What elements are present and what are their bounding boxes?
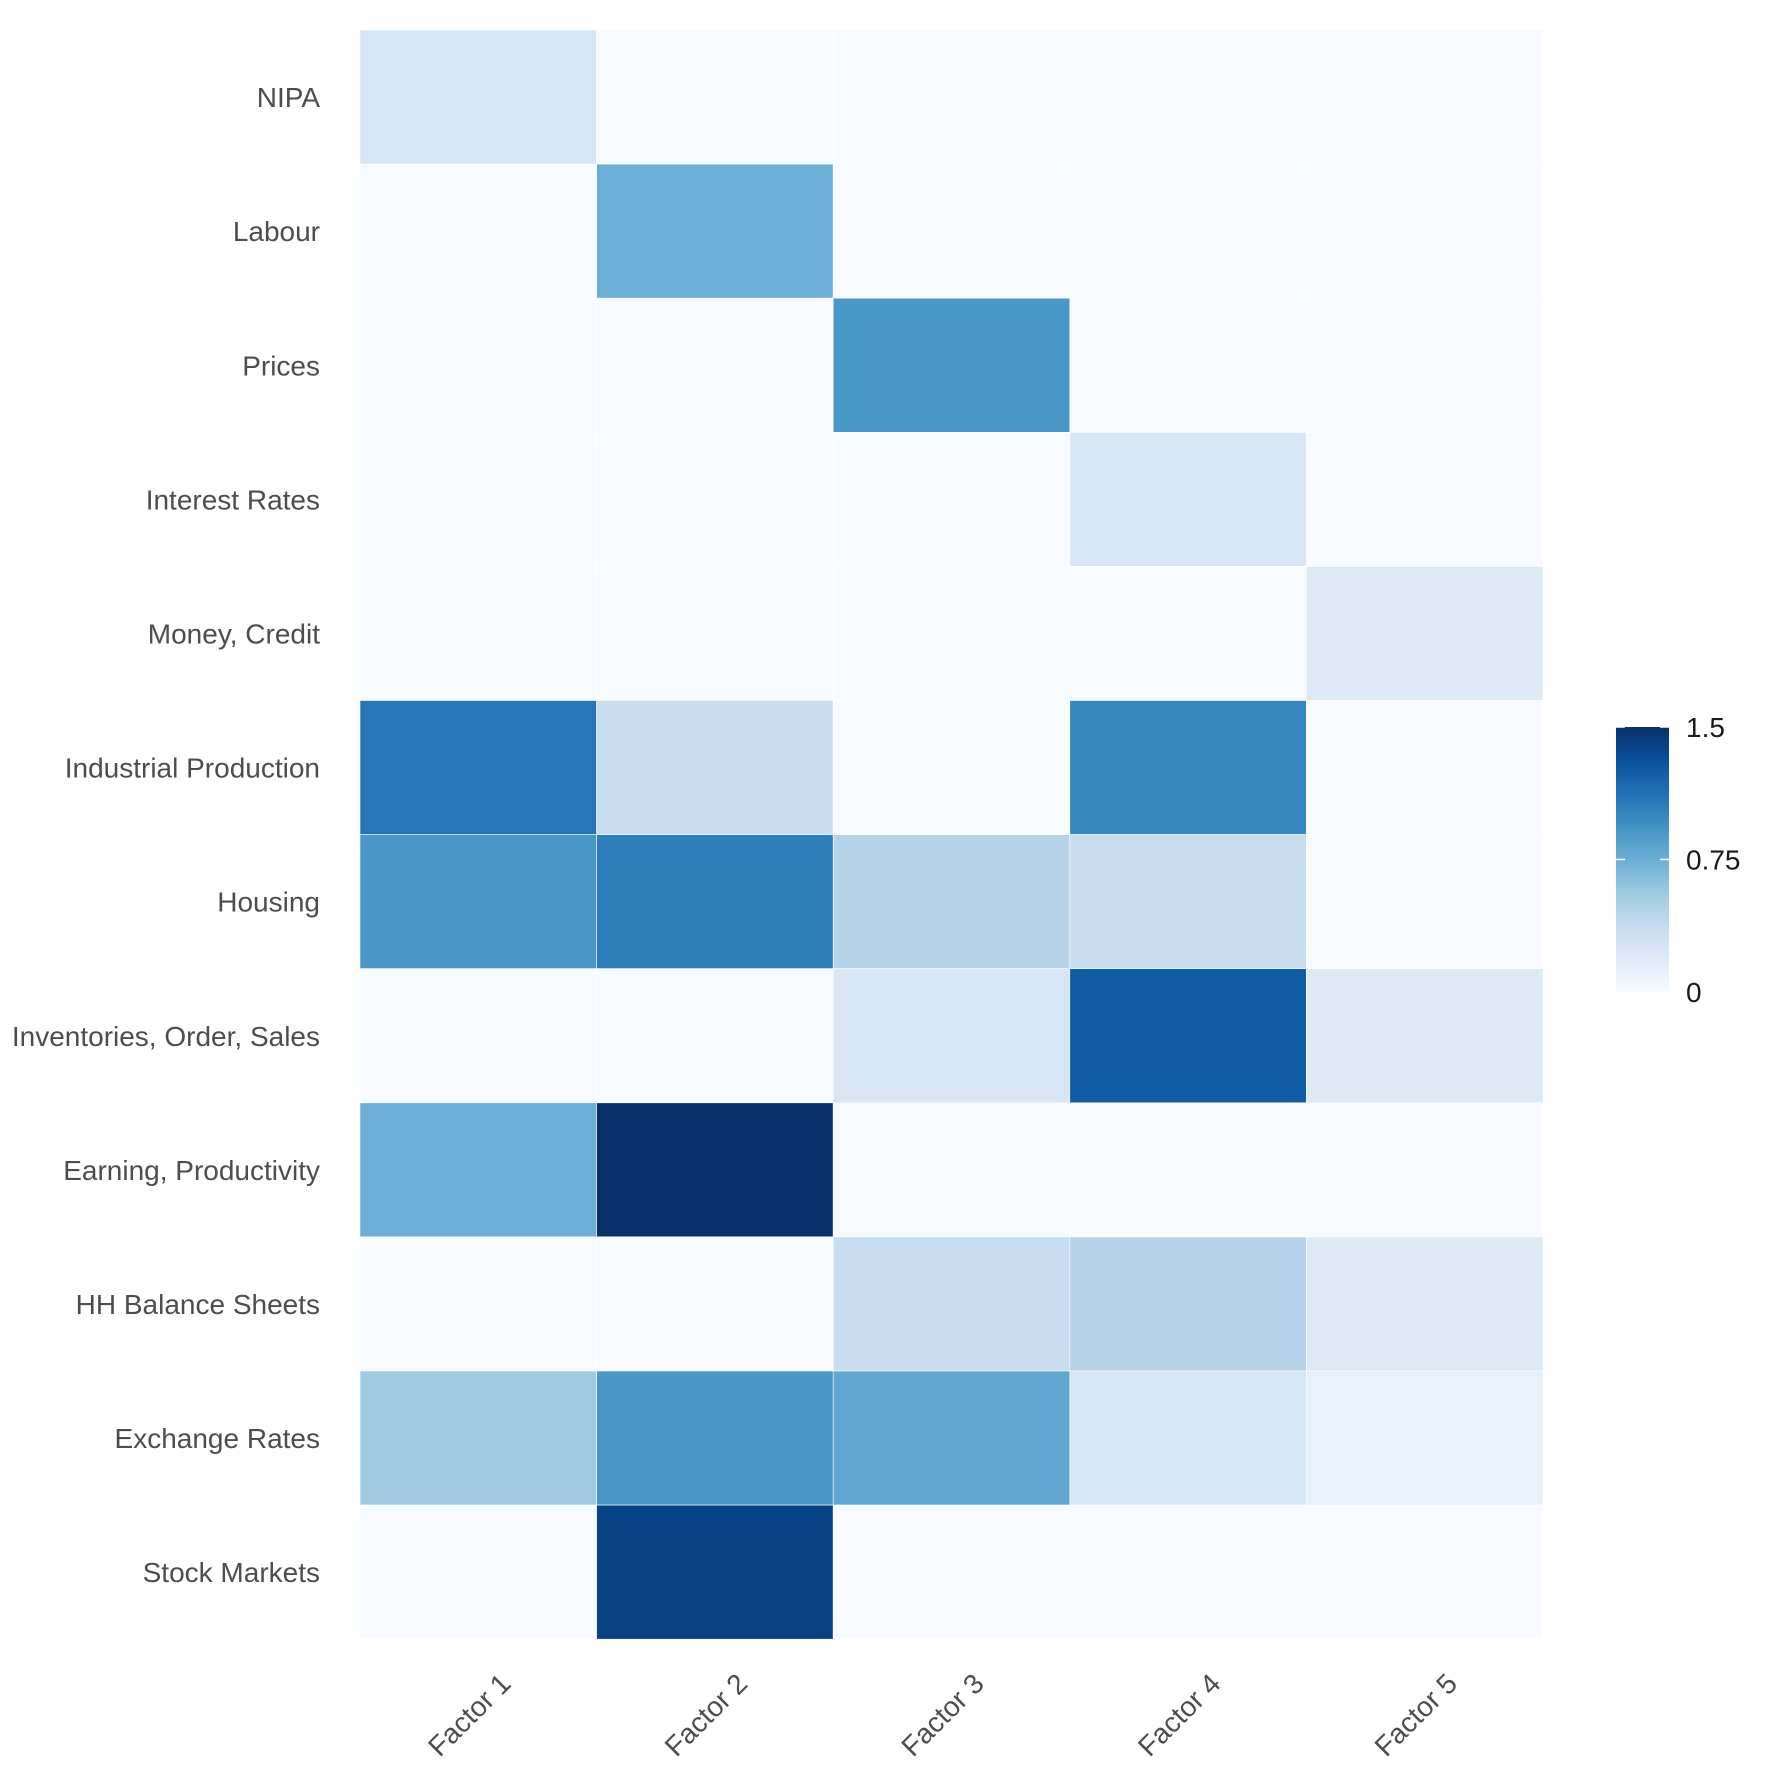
heatmap-cell [832,1370,1071,1506]
x-tick-label: Factor 1 [422,1668,517,1763]
x-axis-labels: Factor 1 Factor 2 Factor 3 Factor 4 Factor 5 [422,1668,1463,1763]
y-axis-labels: NIPA Labour Prices Interest Rates Money, Cre… [12,82,320,1588]
heatmap-cell [1069,163,1307,299]
heatmap-cell [1306,297,1544,433]
y-tick-label: Labour [233,216,320,247]
heatmap-cell [359,834,597,969]
heatmap-cell [596,700,834,835]
legend-ticks: 0 0.75 1.5 [1616,712,1741,1008]
y-tick-label: HH Balance Sheets [76,1289,320,1320]
heatmap-cell [1069,1236,1307,1372]
heatmap-cell [596,1370,834,1506]
heatmap-cell [832,566,1071,701]
y-tick-label: Exchange Rates [115,1423,320,1454]
heatmap-cells [359,29,1544,1640]
heatmap-cell [596,566,834,701]
heatmap-cell [1069,968,1307,1104]
heatmap-cell [1306,700,1544,835]
heatmap-cell [832,29,1071,165]
heatmap-cell [359,1102,597,1238]
heatmap-cell [359,431,597,567]
heatmap-cell [1306,431,1544,567]
color-legend: 0 0.75 1.5 [1616,712,1741,1008]
heatmap-cell [1069,431,1307,567]
heatmap-cell [359,1504,597,1640]
y-tick-label: Stock Markets [143,1557,320,1588]
heatmap-cell [359,297,597,433]
heatmap-cell [1069,700,1307,835]
y-tick-label: Interest Rates [146,484,320,515]
heatmap-cell [832,297,1071,433]
heatmap-cell [832,1102,1071,1238]
legend-tick-label: 0 [1686,977,1702,1008]
y-tick-label: Prices [242,350,320,381]
y-tick-label: Earning, Productivity [63,1155,320,1186]
heatmap-cell [832,968,1071,1104]
y-tick-label: NIPA [257,82,321,113]
heatmap-cell [596,1504,834,1640]
heatmap-cell [596,1236,834,1372]
heatmap-cell [1069,1370,1307,1506]
y-tick-label: Inventories, Order, Sales [12,1021,320,1052]
heatmap-cell [359,566,597,701]
heatmap-cell [1306,968,1544,1104]
y-tick-label: Industrial Production [65,753,320,784]
heatmap-cell [832,431,1071,567]
heatmap-cell [1306,834,1544,969]
heatmap-cell [1069,566,1307,701]
heatmap-cell [359,163,597,299]
x-tick-label: Factor 4 [1132,1668,1227,1763]
heatmap-cell [1306,29,1544,165]
x-tick-label: Factor 5 [1369,1668,1464,1763]
heatmap-cell [596,297,834,433]
heatmap-cell [832,1236,1071,1372]
heatmap-cell [1306,1102,1544,1238]
heatmap-cell [1069,1102,1307,1238]
x-tick-label: Factor 3 [895,1668,990,1763]
heatmap-cell [1069,1504,1307,1640]
heatmap-cell [596,29,834,165]
heatmap-cell [832,163,1071,299]
heatmap-cell [596,163,834,299]
legend-tick-label: 1.5 [1686,712,1725,743]
heatmap-cell [359,968,597,1104]
heatmap-cell [359,1236,597,1372]
heatmap-cell [596,834,834,969]
heatmap-cell [596,1102,834,1238]
heatmap-cell [1069,29,1307,165]
heatmap-cell [359,700,597,835]
heatmap-cell [1069,297,1307,433]
heatmap-cell [596,431,834,567]
heatmap-cell [1306,163,1544,299]
heatmap-cell [359,29,597,165]
y-tick-label: Housing [217,887,320,918]
heatmap-cell [832,700,1071,835]
heatmap-cell [1306,1370,1544,1506]
heatmap-cell [832,834,1071,969]
heatmap-cell [832,1504,1071,1640]
heatmap-cell [1306,566,1544,701]
heatmap-cell [1069,834,1307,969]
heatmap-cell [596,968,834,1104]
legend-tick-label: 0.75 [1686,845,1741,876]
heatmap-cell [359,1370,597,1506]
x-tick-label: Factor 2 [659,1668,754,1763]
y-tick-label: Money, Credit [148,618,320,649]
heatmap-cell [1306,1236,1544,1372]
heatmap-cell [1306,1504,1544,1640]
